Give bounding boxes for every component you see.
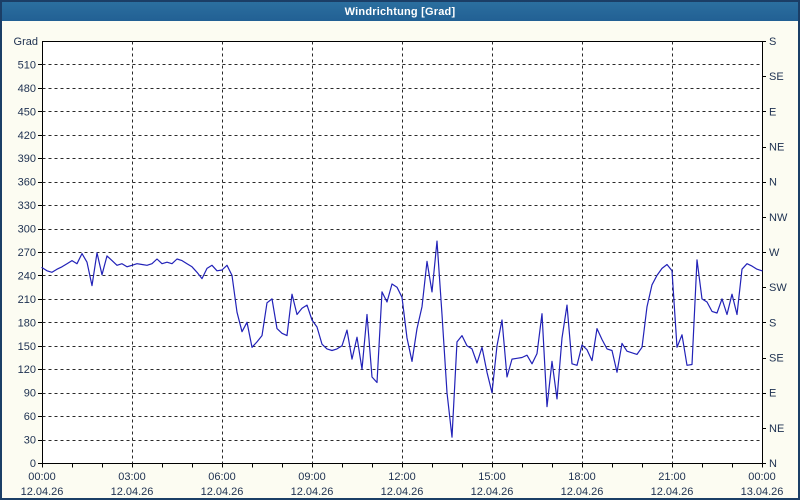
y-axis-tick-label: 480 [18, 83, 36, 95]
y-axis-tick-label: 420 [18, 130, 36, 142]
y-axis-tick-label: 210 [18, 294, 36, 306]
x-date-label: 12.04.26 [201, 486, 244, 498]
y-axis-tick-label: 450 [18, 106, 36, 118]
x-time-label: 12:00 [388, 471, 416, 483]
wind-direction-chart: 0 30 60 90 120 150 180 210 240 270 300 330 360 390 420… [14, 36, 788, 498]
x-date-label: 12.04.26 [381, 486, 424, 498]
x-date-label: 12.04.26 [291, 486, 334, 498]
compass-label: E [769, 106, 776, 118]
y-axis-tick-label: 60 [24, 411, 36, 423]
chart-area: 0 30 60 90 120 150 180 210 240 270 300 330 360 390 420… [2, 21, 798, 498]
x-date-label: 12.04.26 [111, 486, 154, 498]
compass-label: S [769, 36, 776, 48]
wind-series-line [41, 240, 763, 438]
x-date-label: 12.04.26 [561, 486, 604, 498]
x-time-label: 21:00 [658, 471, 686, 483]
compass-label: NW [769, 212, 788, 224]
x-date-label: 12.04.26 [21, 486, 64, 498]
x-time-label: 18:00 [568, 471, 596, 483]
compass-label: N [769, 458, 777, 470]
window-title-bar: Windrichtung [Grad] [2, 2, 798, 21]
y-axis-tick-label: 240 [18, 270, 36, 282]
y-axis-tick-label: 390 [18, 153, 36, 165]
x-time-label: 00:00 [28, 471, 56, 483]
x-time-label: 06:00 [208, 471, 236, 483]
y-axis-tick-label: 360 [18, 177, 36, 189]
y-axis-unit-label: Grad [14, 36, 38, 48]
y-axis-tick-label: 270 [18, 247, 36, 259]
compass-label: SE [769, 353, 784, 365]
y-axis-tick-label: 30 [24, 435, 36, 447]
x-time-label: 15:00 [478, 471, 506, 483]
y-axis-tick-label: 0 [30, 458, 36, 470]
x-date-label: 13.04.26 [741, 486, 784, 498]
compass-label: S [769, 317, 776, 329]
x-time-label: 03:00 [118, 471, 146, 483]
x-date-label: 12.04.26 [651, 486, 694, 498]
y-axis-tick-label: 510 [18, 59, 36, 71]
compass-label: SW [769, 282, 787, 294]
y-axis-tick-label: 300 [18, 224, 36, 236]
compass-label: N [769, 177, 777, 189]
y-axis-tick-label: 90 [24, 388, 36, 400]
y-axis-tick-label: 120 [18, 364, 36, 376]
compass-label: E [769, 388, 776, 400]
y-axis-tick-label: 150 [18, 341, 36, 353]
window-title: Windrichtung [Grad] [344, 5, 456, 18]
compass-label: SE [769, 71, 784, 83]
compass-label: NE [769, 423, 784, 435]
x-date-label: 12.04.26 [471, 486, 514, 498]
x-time-label: 09:00 [298, 471, 326, 483]
x-time-label: 00:00 [748, 471, 776, 483]
compass-label: NE [769, 142, 784, 154]
y-axis-tick-label: 180 [18, 317, 36, 329]
compass-label: W [769, 247, 780, 259]
y-axis-tick-label: 330 [18, 200, 36, 212]
